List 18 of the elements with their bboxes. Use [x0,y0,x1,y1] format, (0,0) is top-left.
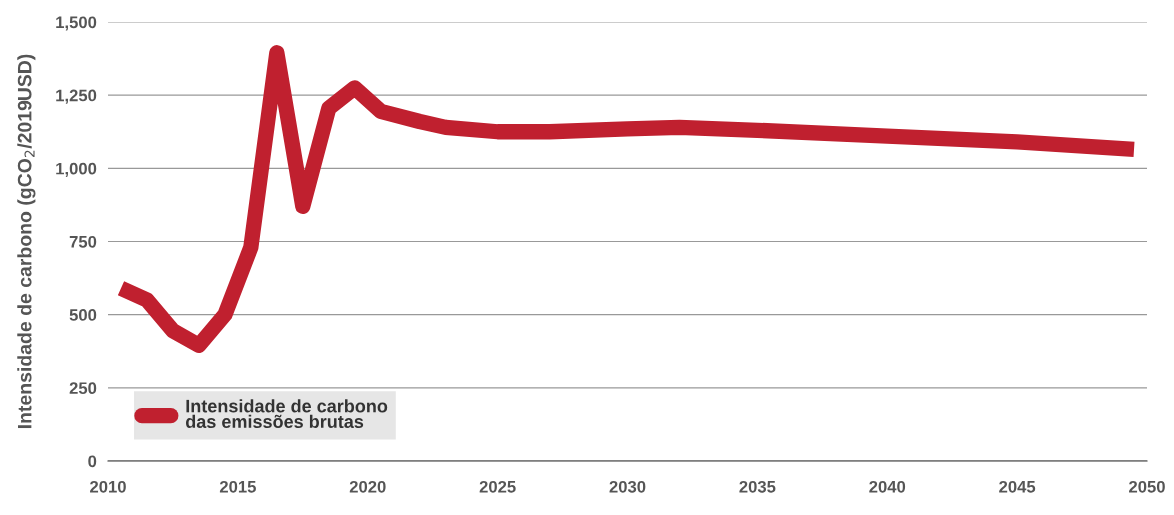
y-tick-label: 250 [69,382,97,395]
x-tick-label: 2025 [479,480,516,493]
x-tick-label: 2010 [90,480,126,493]
x-tick-label: 2020 [349,480,386,493]
y-tick-label: 750 [69,235,97,248]
x-tick-label: 2050 [1129,480,1165,493]
y-axis-title: Intensidade de carbono (gCO$_{2}$/2019USD) [17,54,36,429]
x-tick-label: 2045 [999,480,1036,493]
x-tick-label: 2030 [609,480,646,493]
x-tick-label: 2040 [869,480,906,493]
y-tick-label: 1,250 [56,89,97,104]
y-tick-label: 1,000 [56,162,97,177]
x-tick-label: 2015 [219,480,256,493]
y-tick-label: 1,500 [56,16,97,31]
y-tick-label: 500 [69,309,97,321]
x-tick-label: 2035 [739,480,776,493]
y-tick-label: 0 [88,455,97,468]
legend-label: Intensidade de carbono das emissões brutas [185,399,388,429]
